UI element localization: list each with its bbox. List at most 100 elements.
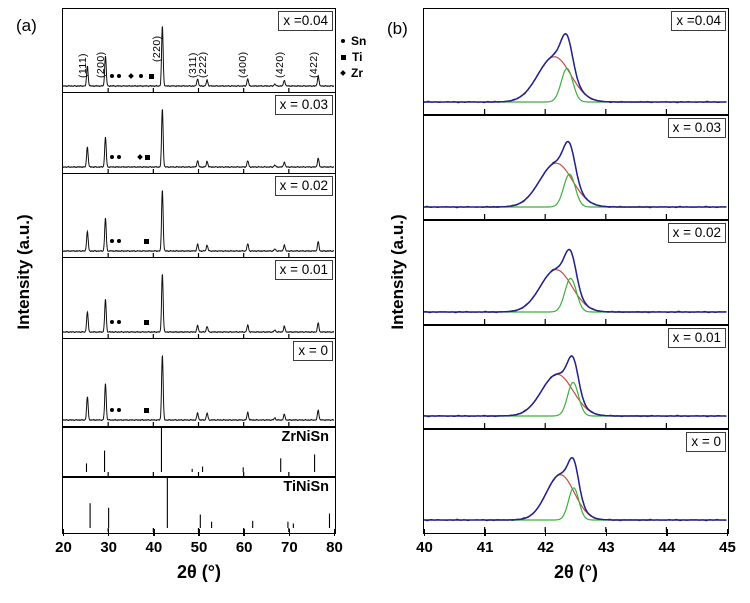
measured-curve <box>424 248 727 314</box>
fit-envelope-curve <box>424 33 727 103</box>
legend-item-zr: Zr <box>340 65 366 81</box>
hkl-peak-label: (222) <box>196 51 209 78</box>
panel-a-y-axis-title: Intensity (a.u.) <box>14 214 33 330</box>
series-label-box: x = 0.02 <box>667 223 726 243</box>
panel-a-label: (a) <box>16 16 37 35</box>
broad-component-curve <box>488 269 651 313</box>
panel-a-subpanel-1: x = 0.03 <box>63 92 335 173</box>
panel-b-subpanel-4: x = 0 <box>424 428 728 532</box>
axis-tick-label: 42 <box>537 539 555 556</box>
panel-a-subpanel-5: ZrNiSn <box>63 426 335 476</box>
broad-component-curve <box>488 373 651 417</box>
ti-marker-icon <box>144 155 150 160</box>
axis-tick <box>107 529 110 536</box>
ti-marker-icon <box>341 54 346 60</box>
panel-b-subpanel-2: x = 0.02 <box>424 219 728 324</box>
panel-a-subpanel-3: x = 0.01 <box>63 257 335 338</box>
axis-tick-label: 30 <box>100 539 117 556</box>
hkl-peak-label: (420) <box>273 51 286 78</box>
axis-tick <box>666 529 668 536</box>
ti-marker-icon <box>144 320 150 325</box>
xrd-pattern-svg <box>63 274 334 338</box>
axis-tick-label: 41 <box>476 539 494 556</box>
panel-b-plot-area: x =0.04 x = 0.03 x = 0.02 x = 0.01 x = 0 <box>423 8 729 534</box>
panel-a-subpanel-2: x = 0.02 <box>63 173 335 257</box>
sn-marker-icon <box>110 155 115 159</box>
axis-tick-label: 70 <box>280 539 298 556</box>
panel-b-subpanel-1: x = 0.03 <box>424 114 728 219</box>
series-label: ZrNiSn <box>281 429 329 445</box>
measured-curve <box>63 274 334 334</box>
xrd-pattern-svg <box>63 190 334 257</box>
narrow-component-curve <box>488 381 651 417</box>
ti-marker-icon <box>144 239 150 244</box>
peak-fit-svg <box>424 355 727 428</box>
panel-b-x-axis-title: 2θ (°) <box>554 562 598 582</box>
axis-tick <box>62 529 65 536</box>
series-label-box: x = 0.01 <box>667 328 726 348</box>
xrd-pattern-svg <box>63 109 334 173</box>
fit-envelope-curve <box>424 140 727 208</box>
measured-curve <box>63 190 334 253</box>
measured-curve <box>424 141 727 209</box>
axis-tick <box>423 529 426 536</box>
axis-tick-label: 43 <box>597 539 615 556</box>
panel-b-label: (b) <box>387 19 408 38</box>
panel-a-subpanel-4: x = 0 <box>63 338 335 426</box>
narrow-component-curve <box>488 487 651 521</box>
series-label-box: x = 0 <box>686 432 726 452</box>
legend-item-sn: Sn <box>341 33 366 49</box>
hkl-peak-label: (111) <box>76 53 89 78</box>
peak-fit-svg <box>424 33 727 114</box>
sn-marker-icon <box>117 239 122 243</box>
panel-a-subpanel-6: TiNiSn <box>63 476 335 532</box>
axis-tick-label: 20 <box>55 539 72 556</box>
series-label-box: x = 0.01 <box>274 260 333 280</box>
sn-marker-icon <box>110 320 115 324</box>
sn-marker-icon <box>138 74 143 78</box>
series-label-box: x =0.04 <box>278 11 333 31</box>
axis-tick <box>333 529 336 536</box>
sn-marker-icon <box>341 39 345 43</box>
series-label-box: x = 0 <box>293 341 333 361</box>
measured-curve <box>63 109 334 169</box>
sn-marker-icon <box>117 155 122 159</box>
hkl-peak-label: (422) <box>307 51 320 78</box>
axis-tick <box>198 529 200 536</box>
axis-tick-label: 60 <box>235 539 253 556</box>
sn-marker-icon <box>110 74 115 78</box>
axis-tick <box>288 529 291 536</box>
series-label-box: x = 0.02 <box>274 176 333 196</box>
series-label-box: x = 0.03 <box>667 118 726 138</box>
hkl-peak-label: (200) <box>94 51 107 78</box>
fit-envelope-curve <box>424 355 727 417</box>
panel-a-subpanel-0: x =0.04 (111) (200) (220) (311) (222) (400) (42… <box>63 9 335 92</box>
panel-b-subpanel-3: x = 0.01 <box>424 324 728 428</box>
broad-component-curve <box>488 162 651 208</box>
zr-marker-icon <box>340 70 346 76</box>
axis-tick-label: 45 <box>719 539 736 556</box>
sn-marker-icon <box>110 239 115 243</box>
axis-tick <box>243 529 245 536</box>
fit-envelope-curve <box>424 248 727 313</box>
xrd-pattern-svg <box>63 355 334 426</box>
measured-curve <box>63 26 334 88</box>
axis-tick-label: 80 <box>326 539 343 556</box>
axis-tick <box>726 529 729 536</box>
peak-fit-svg <box>424 140 727 219</box>
broad-component-curve <box>488 56 651 103</box>
legend-label: Ti <box>352 50 363 64</box>
series-label-box: x =0.04 <box>671 11 726 31</box>
panel-a-plot-area: x =0.04 (111) (200) (220) (311) (222) (400) (42… <box>62 8 336 534</box>
axis-tick <box>484 529 486 536</box>
sn-marker-icon <box>117 408 122 412</box>
xrd-pattern-svg <box>85 428 316 476</box>
narrow-component-curve <box>488 173 651 208</box>
legend-label: Zr <box>351 66 363 80</box>
axis-tick-label: 40 <box>416 539 433 556</box>
series-label: TiNiSn <box>283 479 329 495</box>
legend-label: Sn <box>351 34 367 48</box>
axis-tick-label: 50 <box>190 539 208 556</box>
peak-fit-svg <box>424 456 727 532</box>
